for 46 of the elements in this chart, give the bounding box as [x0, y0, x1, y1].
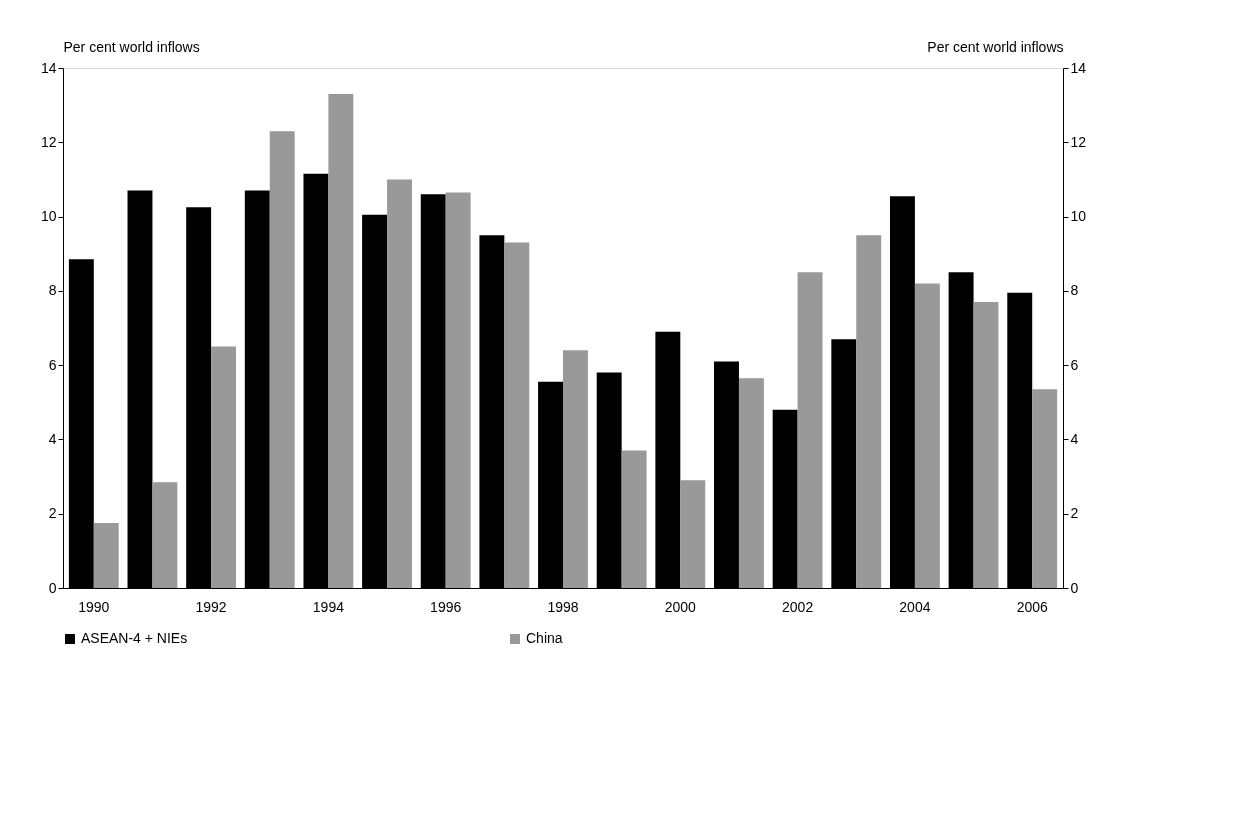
y2-tick-label: 10: [1070, 208, 1087, 225]
bar: [445, 192, 471, 588]
x-tick-label: 2004: [899, 598, 931, 615]
bar: [621, 450, 647, 588]
y2-tick-label: 0: [1070, 579, 1079, 596]
y-tick-label: 12: [40, 133, 57, 150]
bar: [738, 378, 764, 588]
x-tick-label: 1994: [312, 598, 345, 615]
bar: [387, 179, 412, 588]
y-tick-label: 4: [48, 430, 57, 447]
bar: [152, 482, 178, 588]
bar: [856, 235, 882, 588]
bar: [914, 283, 940, 588]
bar: [680, 480, 706, 588]
bar: [797, 272, 823, 588]
x-tick-label: 1990: [78, 598, 110, 615]
bar: [211, 346, 237, 588]
y-tick-label: 0: [48, 579, 57, 596]
x-tick-label: 2000: [664, 598, 697, 615]
y2-tick-label: 2: [1070, 505, 1079, 522]
x-tick-label: 2006: [1016, 598, 1048, 615]
y2-tick-label: 8: [1070, 282, 1079, 299]
bar: [1032, 389, 1058, 588]
legend-label: ASEAN-4 + NIEs: [81, 630, 188, 646]
y2-tick-label: 12: [1070, 133, 1087, 150]
x-tick-label: 1992: [195, 598, 227, 615]
x-tick-label: 1998: [547, 598, 579, 615]
bar: [504, 242, 530, 588]
bar: [93, 523, 119, 588]
bar: [973, 302, 999, 588]
x-tick-label: 2002: [782, 598, 814, 615]
y-tick-label: 8: [48, 282, 57, 299]
y-tick-label: 6: [48, 356, 57, 373]
bar: [563, 350, 588, 588]
y-tick-label: 2: [48, 505, 57, 522]
legend-label: China: [526, 630, 563, 646]
y2-tick-label: 6: [1070, 356, 1079, 373]
y2-axis-title: Per cent world inflows: [927, 38, 1064, 55]
bar: [328, 94, 354, 588]
y-tick-label: 10: [40, 208, 57, 225]
y2-tick-label: 4: [1070, 430, 1079, 447]
bar: [269, 131, 295, 588]
y-tick-label: 14: [40, 59, 57, 76]
x-tick-label: 1996: [430, 598, 462, 615]
y-axis-title: Per cent world inflows: [63, 38, 200, 55]
y2-tick-label: 14: [1070, 59, 1087, 76]
